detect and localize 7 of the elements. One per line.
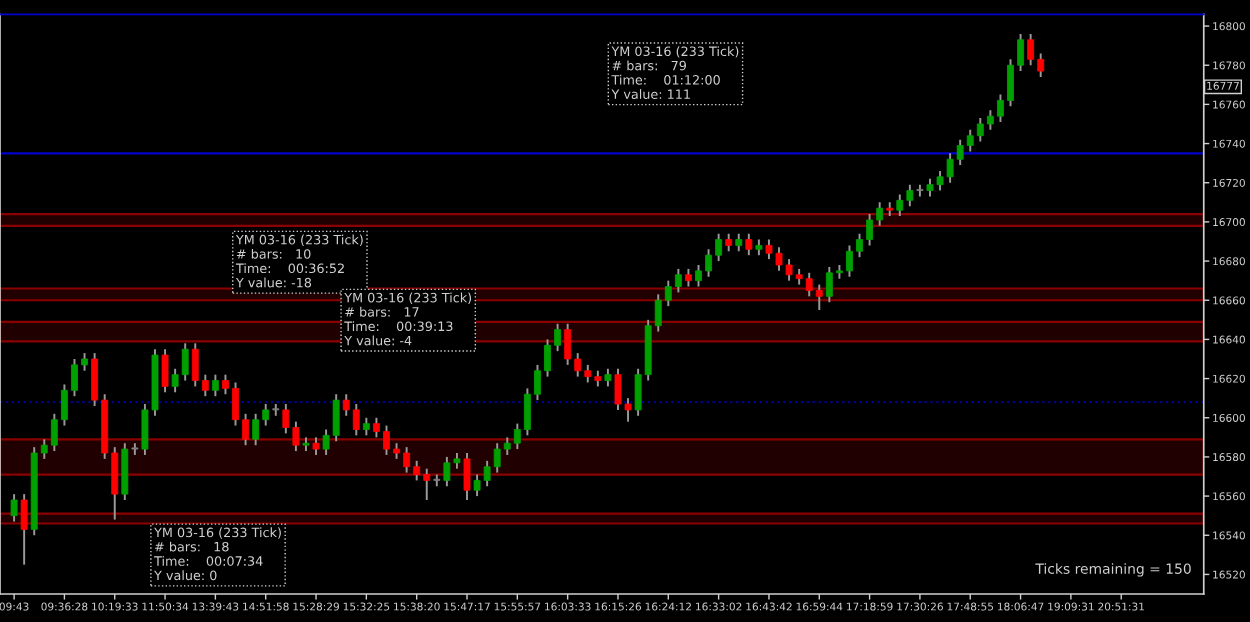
candlestick [211,373,219,398]
candlestick [20,493,28,566]
candlestick [161,348,169,394]
candlestick [121,442,129,501]
candlestick [745,232,753,257]
candlestick [463,452,471,501]
candlestick [10,493,18,523]
